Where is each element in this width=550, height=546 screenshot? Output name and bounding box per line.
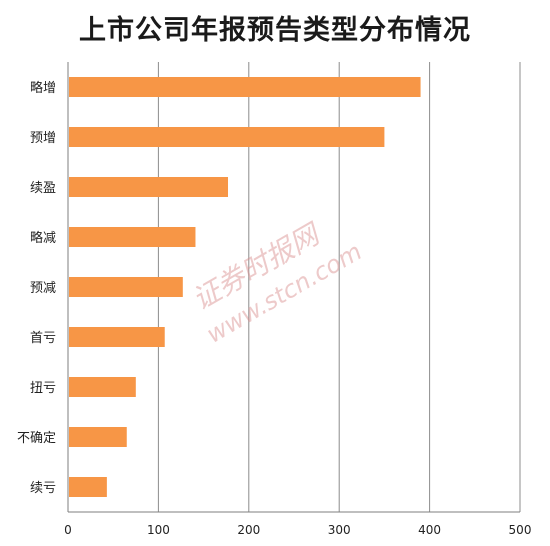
bar-预减 — [69, 277, 183, 297]
category-label: 略增 — [30, 80, 56, 96]
category-label: 预减 — [30, 281, 56, 296]
category-label: 首亏 — [30, 331, 56, 346]
bar-预增 — [69, 127, 385, 147]
bar-续盈 — [69, 177, 229, 197]
axes — [67, 62, 520, 513]
x-tick-label: 0 — [64, 523, 72, 537]
bar-扭亏 — [69, 377, 136, 397]
bars — [69, 77, 421, 497]
x-tick-label: 200 — [237, 523, 260, 537]
category-label: 预增 — [30, 131, 56, 146]
category-label: 扭亏 — [30, 381, 56, 396]
bar-首亏 — [69, 327, 165, 347]
bar-略减 — [69, 227, 196, 247]
category-label: 略减 — [30, 230, 56, 246]
chart-title: 上市公司年报预告类型分布情况 — [79, 15, 471, 46]
x-tick-label: 100 — [147, 523, 170, 537]
bar-续亏 — [69, 477, 107, 497]
x-tick-label: 400 — [418, 523, 441, 537]
bar-不确定 — [69, 427, 127, 447]
category-label: 不确定 — [17, 431, 56, 446]
bar-略增 — [69, 77, 421, 97]
category-label: 续亏 — [30, 481, 56, 496]
x-tick-label: 300 — [328, 523, 351, 537]
x-tick-label: 500 — [509, 523, 532, 537]
tick-labels: 0 100 200 300 400 500 — [64, 523, 531, 537]
category-label: 续盈 — [30, 181, 56, 196]
